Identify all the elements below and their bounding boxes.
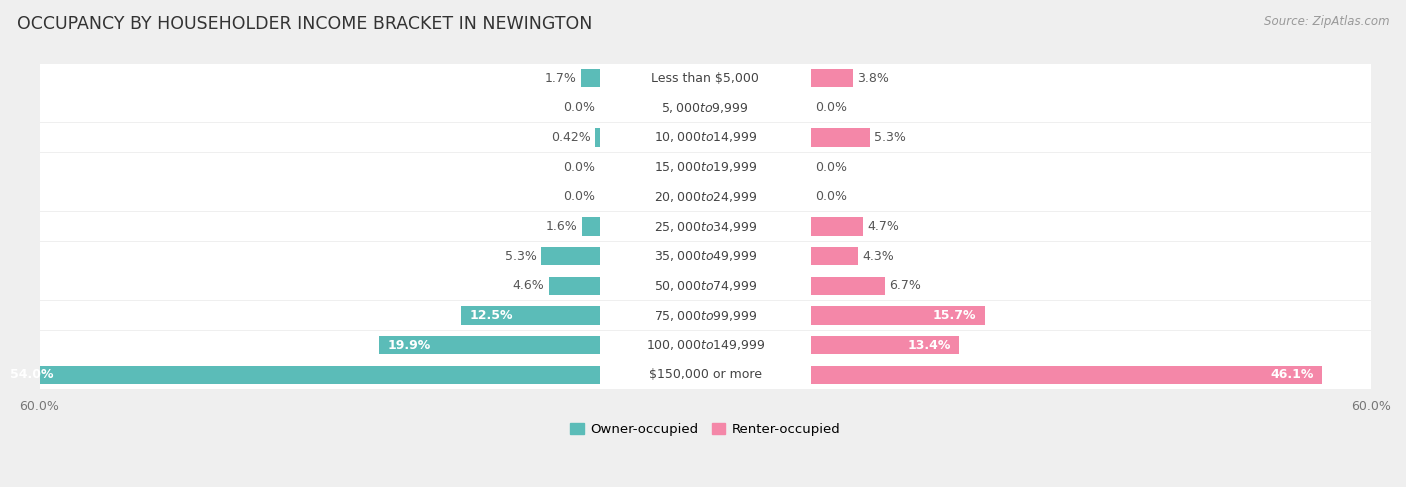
Text: 0.0%: 0.0% xyxy=(564,161,595,174)
Text: $100,000 to $149,999: $100,000 to $149,999 xyxy=(645,338,765,352)
FancyBboxPatch shape xyxy=(39,301,1371,330)
FancyBboxPatch shape xyxy=(39,360,1371,390)
Text: 19.9%: 19.9% xyxy=(388,339,432,352)
Text: $5,000 to $9,999: $5,000 to $9,999 xyxy=(661,101,749,115)
FancyBboxPatch shape xyxy=(39,152,1371,182)
FancyBboxPatch shape xyxy=(39,123,1371,152)
Bar xyxy=(811,366,1322,384)
Text: OCCUPANCY BY HOUSEHOLDER INCOME BRACKET IN NEWINGTON: OCCUPANCY BY HOUSEHOLDER INCOME BRACKET … xyxy=(17,15,592,33)
Text: 5.3%: 5.3% xyxy=(875,131,905,144)
FancyBboxPatch shape xyxy=(39,182,1371,211)
Text: 0.42%: 0.42% xyxy=(551,131,591,144)
Text: 5.3%: 5.3% xyxy=(505,250,537,262)
Text: $75,000 to $99,999: $75,000 to $99,999 xyxy=(654,309,756,322)
Bar xyxy=(595,128,600,147)
Text: 1.6%: 1.6% xyxy=(546,220,578,233)
Text: 13.4%: 13.4% xyxy=(907,339,950,352)
Bar xyxy=(811,336,959,355)
Text: 0.0%: 0.0% xyxy=(815,161,848,174)
Bar xyxy=(582,217,600,236)
Bar xyxy=(811,277,884,295)
FancyBboxPatch shape xyxy=(39,331,1371,360)
Text: 4.6%: 4.6% xyxy=(513,280,544,292)
Text: 3.8%: 3.8% xyxy=(858,72,889,85)
Text: 54.0%: 54.0% xyxy=(10,369,53,381)
Text: $50,000 to $74,999: $50,000 to $74,999 xyxy=(654,279,756,293)
Text: 0.0%: 0.0% xyxy=(815,101,848,114)
Bar xyxy=(541,247,600,265)
Text: 15.7%: 15.7% xyxy=(932,309,976,322)
Bar xyxy=(811,128,869,147)
Text: 6.7%: 6.7% xyxy=(890,280,921,292)
Text: $35,000 to $49,999: $35,000 to $49,999 xyxy=(654,249,756,263)
Text: Source: ZipAtlas.com: Source: ZipAtlas.com xyxy=(1264,15,1389,28)
Bar xyxy=(811,217,863,236)
Text: $150,000 or more: $150,000 or more xyxy=(648,369,762,381)
Bar xyxy=(461,306,600,325)
Text: 4.7%: 4.7% xyxy=(868,220,900,233)
FancyBboxPatch shape xyxy=(39,94,1371,122)
Text: $10,000 to $14,999: $10,000 to $14,999 xyxy=(654,131,756,145)
Bar xyxy=(811,69,853,87)
Text: $20,000 to $24,999: $20,000 to $24,999 xyxy=(654,190,756,204)
Bar xyxy=(811,306,986,325)
Bar xyxy=(0,366,600,384)
FancyBboxPatch shape xyxy=(39,64,1371,93)
Text: $15,000 to $19,999: $15,000 to $19,999 xyxy=(654,160,756,174)
Legend: Owner-occupied, Renter-occupied: Owner-occupied, Renter-occupied xyxy=(565,418,845,441)
Text: 4.3%: 4.3% xyxy=(863,250,894,262)
Text: 0.0%: 0.0% xyxy=(815,190,848,204)
Text: 12.5%: 12.5% xyxy=(470,309,513,322)
Text: 0.0%: 0.0% xyxy=(564,190,595,204)
Text: Less than $5,000: Less than $5,000 xyxy=(651,72,759,85)
Text: 46.1%: 46.1% xyxy=(1270,369,1313,381)
Bar xyxy=(380,336,600,355)
Bar xyxy=(581,69,600,87)
FancyBboxPatch shape xyxy=(39,271,1371,300)
Bar xyxy=(811,247,859,265)
FancyBboxPatch shape xyxy=(39,212,1371,241)
FancyBboxPatch shape xyxy=(39,242,1371,271)
Text: 0.0%: 0.0% xyxy=(564,101,595,114)
Text: $25,000 to $34,999: $25,000 to $34,999 xyxy=(654,220,756,234)
Text: 1.7%: 1.7% xyxy=(544,72,576,85)
Bar xyxy=(548,277,600,295)
